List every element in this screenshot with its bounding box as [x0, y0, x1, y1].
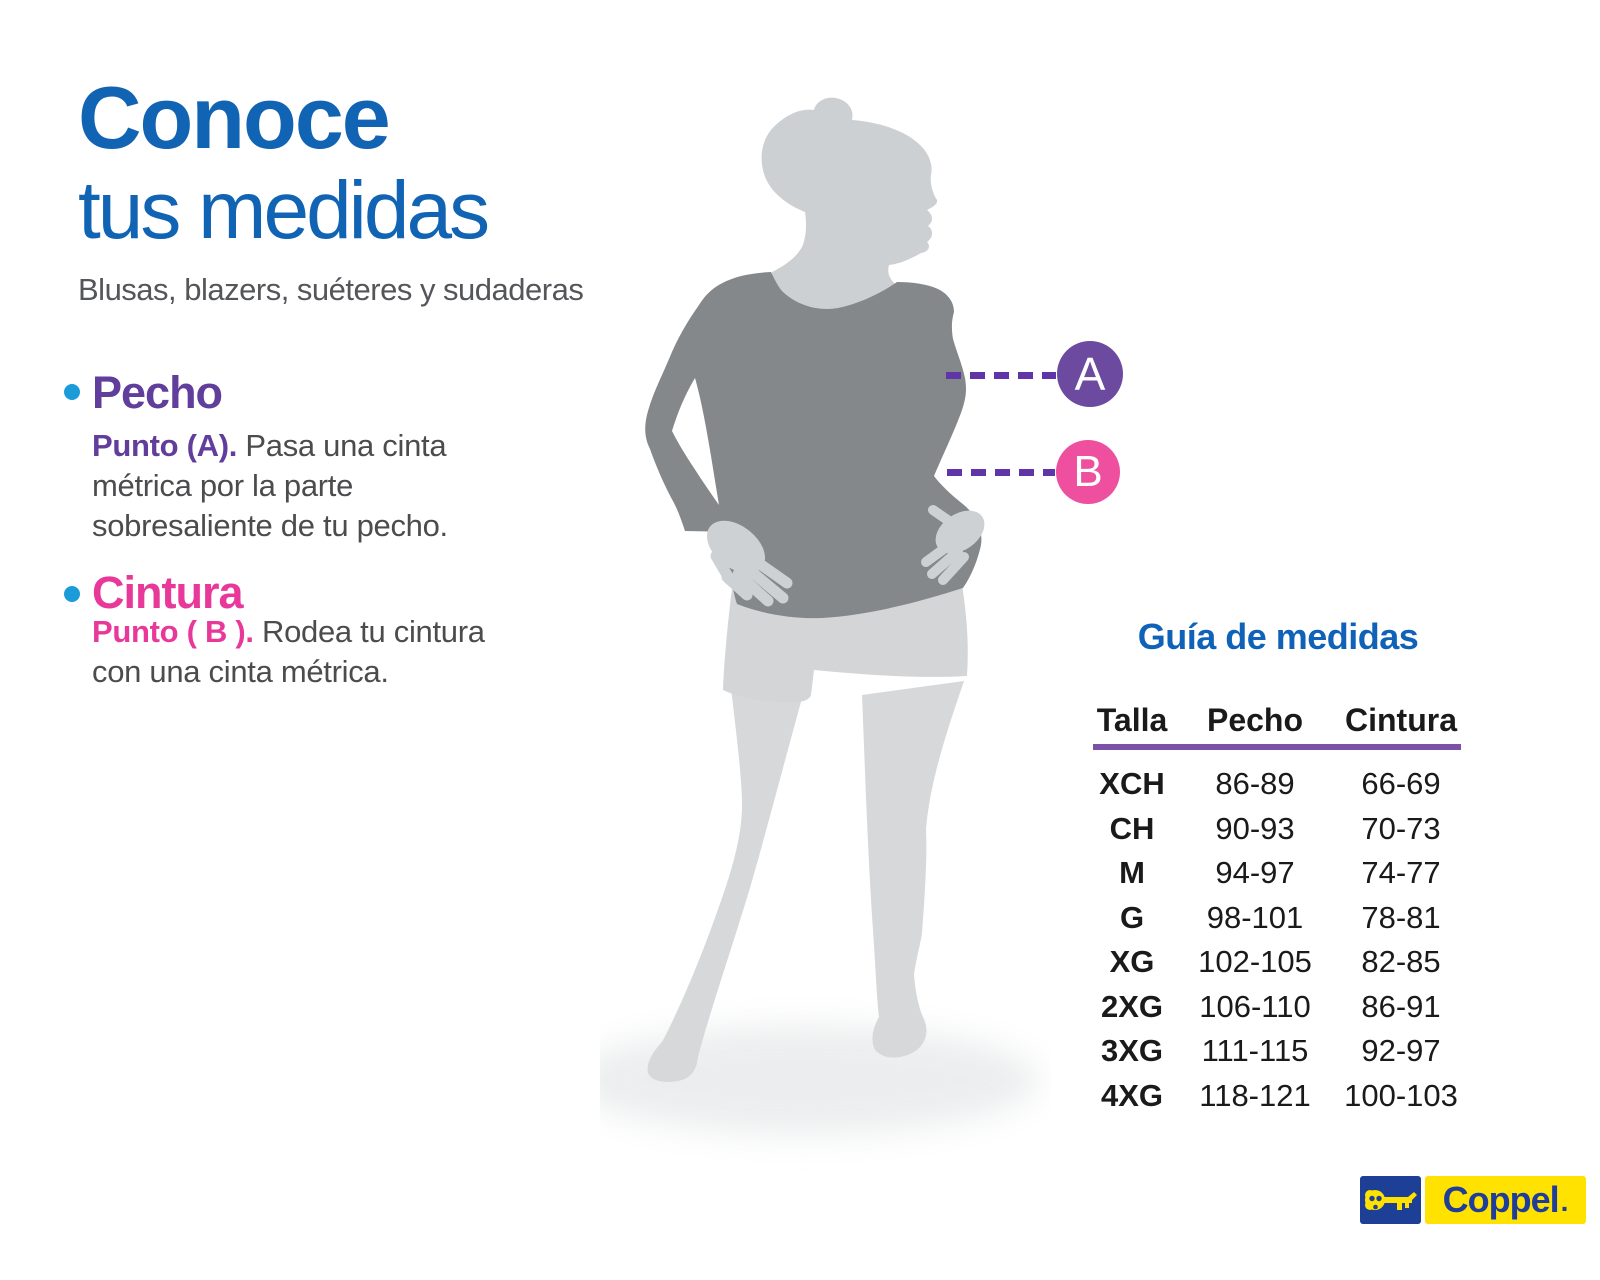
cell-size: CH: [1109, 810, 1155, 846]
key-icon: [1365, 1190, 1417, 1210]
table-body: XCH 86-89 66-69 CH 90-93 70-73 M 94-97 7…: [1093, 762, 1463, 1118]
cell-size: XG: [1109, 944, 1155, 980]
table-row: M 94-97 74-77: [1093, 851, 1463, 896]
table-header-row: Talla Pecho Cintura: [1093, 700, 1463, 740]
cell-size: 3XG: [1100, 1033, 1164, 1069]
pecho-bullet-icon: [64, 384, 80, 400]
table-row: 4XG 118-121 100-103: [1093, 1074, 1463, 1119]
pecho-description-text: Pasa una cinta métrica por la parte sobr…: [92, 428, 448, 543]
cell-waist: 92-97: [1361, 1033, 1441, 1069]
left-hand: [706, 520, 793, 607]
cell-chest: 90-93: [1215, 810, 1295, 846]
right-hand: [921, 505, 985, 585]
cell-waist: 74-77: [1361, 855, 1441, 891]
cintura-description-text: Rodea tu cintura con una cinta métrica.: [92, 614, 485, 689]
cell-waist: 100-103: [1344, 1077, 1458, 1113]
waist-dashed-line: [947, 469, 1055, 476]
cell-chest: 94-97: [1215, 855, 1295, 891]
page-subtitle: Blusas, blazers, suéteres y sudaderas: [78, 272, 584, 307]
coppel-trademark-dot: .: [1560, 1186, 1569, 1217]
column-header-cintura: Cintura: [1345, 701, 1457, 738]
table-header-rule: [1093, 744, 1461, 750]
cell-size: 4XG: [1100, 1077, 1164, 1113]
coppel-name-box: Coppel .: [1425, 1176, 1586, 1224]
pecho-description: Punto (A). Pasa una cinta métrica por la…: [92, 426, 552, 546]
coppel-key-box: [1360, 1176, 1421, 1224]
page-title: Conoce: [78, 68, 391, 167]
coppel-wordmark: Coppel: [1442, 1179, 1560, 1220]
cintura-point-label: Punto ( B ).: [92, 614, 254, 649]
cell-chest: 98-101: [1206, 899, 1304, 935]
pecho-heading: Pecho: [92, 367, 223, 418]
head-silhouette: [761, 97, 938, 316]
cintura-heading: Cintura: [92, 567, 243, 618]
table-row: XG 102-105 82-85: [1093, 940, 1463, 985]
column-header-talla: Talla: [1096, 701, 1168, 738]
cell-size: XCH: [1099, 766, 1165, 802]
table-row: 3XG 111-115 92-97: [1093, 1029, 1463, 1074]
cell-waist: 82-85: [1361, 944, 1441, 980]
cell-size: G: [1119, 899, 1145, 935]
cell-waist: 78-81: [1361, 899, 1441, 935]
cell-chest: 102-105: [1198, 944, 1312, 980]
point-b-letter: B: [1073, 447, 1103, 496]
table-row: 2XG 106-110 86-91: [1093, 985, 1463, 1030]
right-leg: [862, 681, 964, 1058]
woman-silhouette-figure: [600, 97, 1040, 1135]
cell-waist: 86-91: [1361, 988, 1441, 1024]
coppel-logo: Coppel .: [1360, 1176, 1586, 1224]
cell-waist: 70-73: [1361, 810, 1441, 846]
cell-size: M: [1119, 855, 1145, 891]
cell-chest: 118-121: [1199, 1077, 1311, 1113]
page-title-line2: tus medidas: [78, 165, 490, 256]
cintura-description: Punto ( B ). Rodea tu cintura con una ci…: [92, 612, 552, 692]
pecho-point-label: Punto (A).: [92, 428, 238, 463]
point-b-badge: B: [1056, 440, 1120, 504]
title-block: Conoce tus medidas Blusas, blazers, suét…: [78, 68, 584, 308]
cell-waist: 66-69: [1361, 766, 1441, 802]
point-a-badge: A: [1057, 341, 1123, 407]
cell-chest: 106-110: [1199, 988, 1311, 1024]
cintura-bullet-icon: [64, 586, 80, 602]
sweater-top: [645, 272, 982, 619]
table-row: XCH 86-89 66-69: [1093, 762, 1463, 807]
table-row: CH 90-93 70-73: [1093, 807, 1463, 852]
size-guide-title: Guía de medidas: [1137, 616, 1419, 657]
column-header-pecho: Pecho: [1206, 701, 1304, 738]
cell-chest: 86-89: [1215, 766, 1295, 802]
point-a-letter: A: [1074, 348, 1106, 400]
left-leg: [647, 680, 804, 1082]
cell-chest: 111-115: [1201, 1033, 1309, 1069]
cell-size: 2XG: [1100, 988, 1164, 1024]
chest-dashed-line: [946, 372, 1056, 379]
floor-shadow: [600, 1025, 1040, 1135]
size-guide-table: Talla Pecho Cintura XCH 86-89 66-69 CH 9…: [1093, 700, 1463, 1118]
table-row: G 98-101 78-81: [1093, 896, 1463, 941]
